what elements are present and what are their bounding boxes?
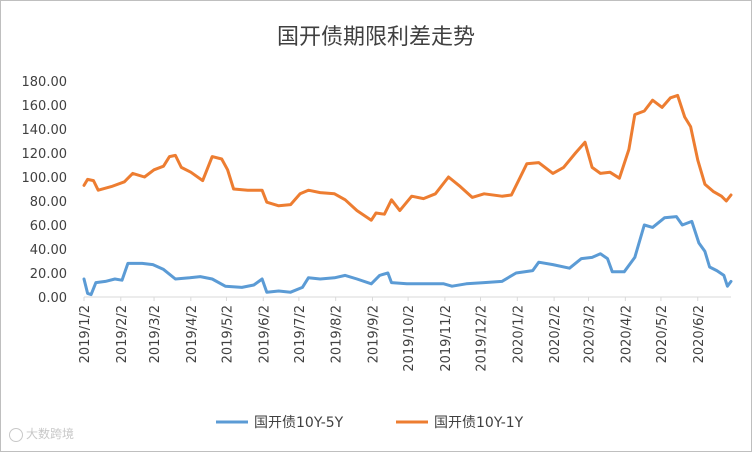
legend-label-1: 国开债10Y-5Y <box>254 415 344 431</box>
y-tick-label: 60.00 <box>30 219 67 234</box>
x-tick-label: 2020/6/2 <box>692 305 707 363</box>
x-tick-label: 2019/9/2 <box>366 305 381 363</box>
series-line-2 <box>82 93 733 222</box>
chart-title: 国开债期限利差走势 <box>276 25 475 50</box>
y-tick-label: 100.00 <box>22 171 68 186</box>
series-line-1 <box>82 215 733 297</box>
x-tick-label: 2019/11/2 <box>439 305 454 372</box>
x-tick-label: 2020/1/2 <box>511 305 526 363</box>
x-tick-label: 2019/2/2 <box>115 305 130 363</box>
legend-label-2: 国开债10Y-1Y <box>434 415 524 431</box>
watermark: 大数跨境 <box>9 425 74 442</box>
x-tick-label: 2019/10/2 <box>402 305 417 372</box>
y-tick-label: 160.00 <box>22 99 68 114</box>
y-tick-label: 80.00 <box>30 195 67 210</box>
watermark-text: 大数跨境 <box>26 427 75 441</box>
x-tick-label: 2019/6/2 <box>257 305 272 363</box>
x-tick-label: 2020/3/2 <box>583 305 598 363</box>
y-tick-label: 120.00 <box>22 147 68 162</box>
y-tick-label: 0.00 <box>38 291 67 306</box>
x-tick-label: 2020/4/2 <box>619 305 634 363</box>
x-tick-label: 2020/5/2 <box>655 305 670 363</box>
y-tick-label: 40.00 <box>30 243 67 258</box>
x-tick-label: 2019/1/2 <box>78 305 93 363</box>
watermark-logo-icon <box>9 427 23 442</box>
x-tick-label: 2019/3/2 <box>148 305 163 363</box>
y-tick-label: 140.00 <box>22 123 68 138</box>
x-tick-label: 2019/4/2 <box>185 305 200 363</box>
x-tick-label: 2019/12/2 <box>475 305 490 372</box>
y-tick-label: 180.00 <box>22 75 68 90</box>
y-tick-label: 20.00 <box>30 267 67 282</box>
x-tick-label: 2019/7/2 <box>293 305 308 363</box>
x-tick-label: 2019/5/2 <box>220 305 235 363</box>
x-tick-label: 2019/8/2 <box>330 305 345 363</box>
x-tick-label: 2020/2/2 <box>548 305 563 363</box>
